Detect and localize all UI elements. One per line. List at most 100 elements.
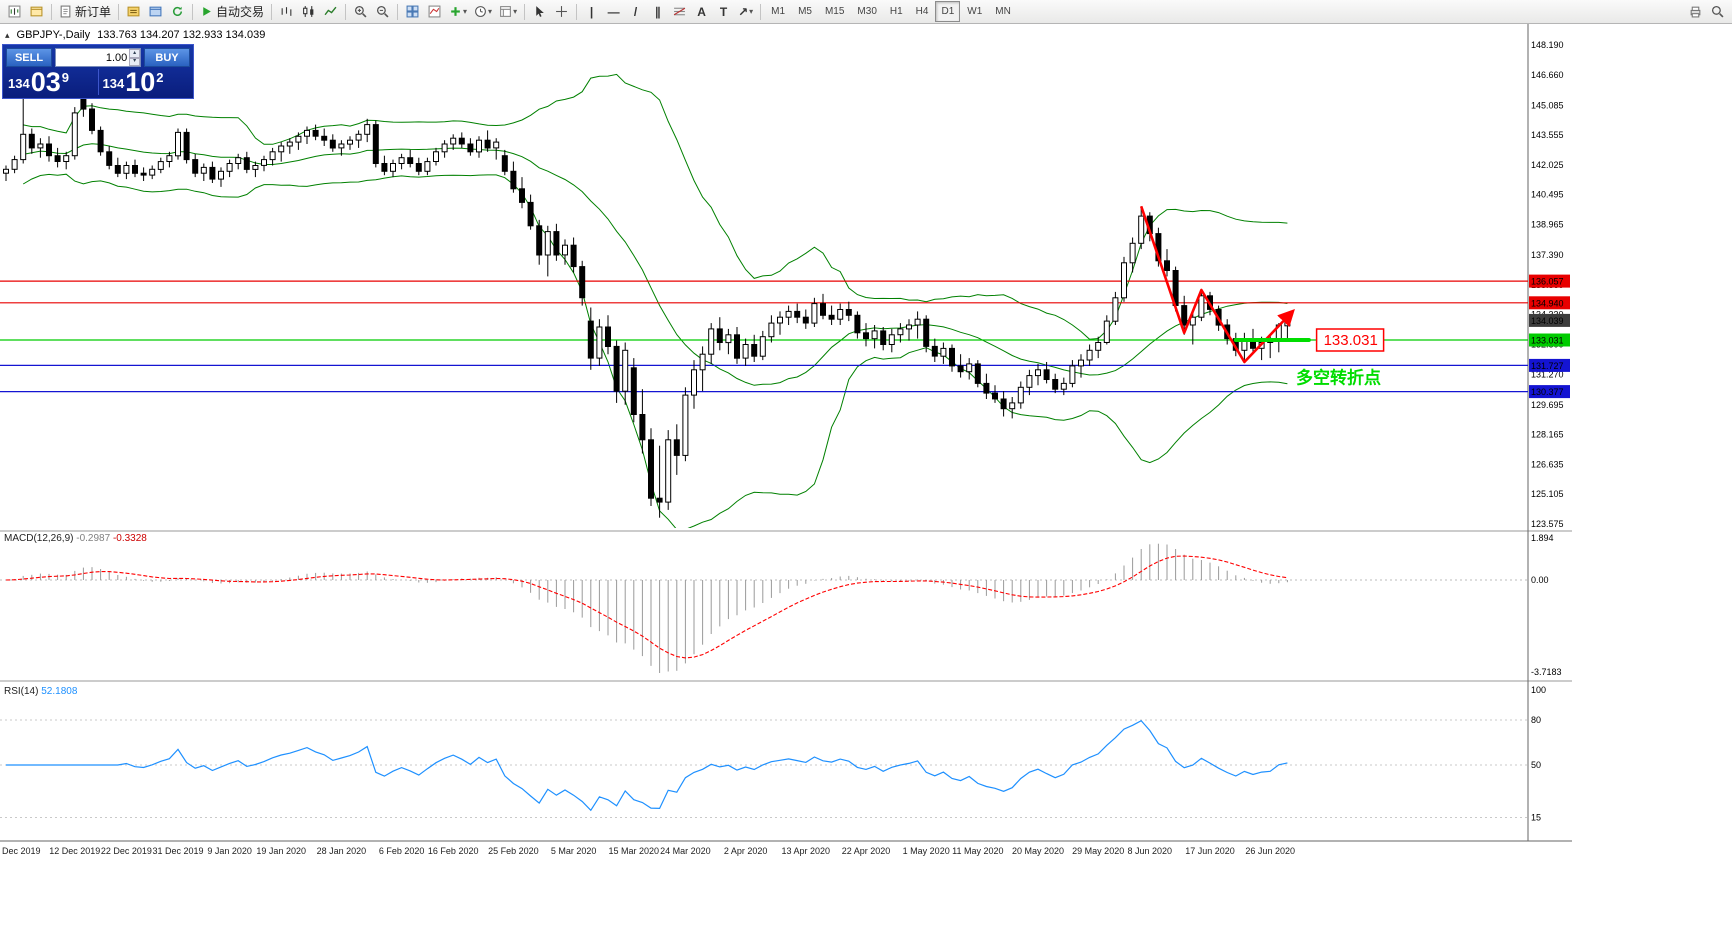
fibonacci-tool-button[interactable] [669,1,690,22]
timeframe-h1-button[interactable]: H1 [884,1,909,22]
svg-text:136.057: 136.057 [1531,277,1564,287]
data-window-button[interactable] [145,1,166,22]
date-tick-label: 22 Dec 2019 [101,846,152,856]
zoom-out-icon [376,5,389,18]
svg-text:-3.7183: -3.7183 [1531,667,1562,677]
market-watch-icon [127,5,140,18]
timeframe-mn-button[interactable]: MN [989,1,1017,22]
vertical-line-tool-button[interactable]: | [581,1,602,22]
bollinger-bands [22,73,1288,528]
timeframe-m1-button[interactable]: M1 [765,1,791,22]
period-presets-button[interactable]: ▾ [471,1,495,22]
date-tick-label: 19 Jan 2020 [256,846,306,856]
one-click-collapse-icon[interactable]: ▴ [5,29,10,40]
chart-title: ▴ GBPJPY-,Daily 133.763 134.207 132.933 … [5,29,265,41]
templates-button[interactable]: ▾ [496,1,520,22]
date-tick-label: 11 May 2020 [952,846,1003,856]
svg-text:134.940: 134.940 [1531,298,1564,308]
svg-text:131.727: 131.727 [1531,361,1564,371]
channel-tool-button[interactable]: ∥ [647,1,668,22]
search-button[interactable] [1707,1,1728,22]
zoom-out-button[interactable] [372,1,393,22]
svg-text:138.965: 138.965 [1531,220,1564,230]
market-watch-button[interactable] [123,1,144,22]
cursor-tool-button[interactable] [529,1,550,22]
svg-text:145.085: 145.085 [1531,100,1564,110]
buy-price-button[interactable]: 134 10 2 [101,67,191,97]
dropdown-arrow-icon: ▾ [749,7,754,16]
timeframe-h4-button[interactable]: H4 [910,1,935,22]
toolbar-separator [524,3,526,20]
new-order-button[interactable]: 新订单 [56,1,114,22]
date-tick-label: 25 Feb 2020 [488,846,539,856]
volume-down-button[interactable]: ▾ [129,57,140,66]
chart-canvas[interactable]: 148.190 146.660 145.085 143.555 142.025 140.4… [0,24,1732,949]
chart-symbol-period: GBPJPY-,Daily [16,29,91,41]
navigator-button[interactable] [167,1,188,22]
date-tick-label: 12 Dec 2019 [49,846,100,856]
timeframe-m15-button[interactable]: M15 [819,1,850,22]
indicator-list-button[interactable] [424,1,445,22]
svg-text:126.635: 126.635 [1531,460,1564,470]
axis-price-badge [1529,313,1570,327]
volume-up-button[interactable]: ▴ [129,49,140,58]
candle-chart-mode-button[interactable] [298,1,319,22]
tile-windows-button[interactable] [402,1,423,22]
svg-text:15: 15 [1531,813,1541,823]
add-indicator-button[interactable]: ▾ [446,1,470,22]
arrow-tools-button[interactable]: ↗ ▾ [735,1,756,22]
timeframe-d1-button[interactable]: D1 [935,1,961,22]
trend-zigzag-line[interactable] [1139,205,1295,364]
date-tick-label: 26 Jun 2020 [1245,846,1295,856]
candle-chart-mode-icon [302,5,315,18]
buy-button[interactable]: BUY [144,48,190,67]
auto-trading-icon [200,5,213,18]
period-presets-icon [474,5,487,18]
chart-profiles-button[interactable] [26,1,47,22]
print-icon [1689,5,1702,18]
svg-text:128.165: 128.165 [1531,430,1564,440]
date-tick-label: 15 Mar 2020 [609,846,660,856]
date-tick-label: 2 Apr 2020 [724,846,768,856]
print-button[interactable] [1685,1,1706,22]
date-tick-label: 29 May 2020 [1072,846,1124,856]
svg-text:137.390: 137.390 [1531,250,1564,260]
horizontal-line-tool-button[interactable]: — [603,1,624,22]
auto-trading-button[interactable]: 自动交易 [197,1,267,22]
volume-input[interactable] [56,49,130,66]
bar-chart-mode-button[interactable] [276,1,297,22]
price-label-box[interactable] [1315,328,1385,352]
svg-text:140.495: 140.495 [1531,190,1564,200]
navigator-icon [171,5,184,18]
price-label-text: 133.031 [1324,332,1378,349]
trade-panel-divider [97,69,99,95]
vertical-line-tool-icon: | [589,4,594,19]
line-chart-mode-button[interactable] [320,1,341,22]
text-tool-button[interactable]: A [691,1,712,22]
macd-histogram [14,543,1288,673]
toolbar: 新订单 自动交易 ▾ ▾ ▾ | — / ∥ A T ↗ ▾ M1 M5 M15 M30 H1 H4 D1 W1 MN [0,0,1732,24]
timeframe-w1-button[interactable]: W1 [961,1,988,22]
sell-button[interactable]: SELL [6,48,52,67]
timeframe-m30-button[interactable]: M30 [851,1,882,22]
date-tick-label: 8 Jun 2020 [1128,846,1173,856]
candles [3,50,1291,518]
trendline-tool-button[interactable]: / [625,1,646,22]
new-chart-button[interactable] [4,1,25,22]
svg-text:134.039: 134.039 [1531,316,1564,326]
chart-profiles-icon [30,5,43,18]
buy-price-pips: 10 [125,67,156,97]
crosshair-tool-button[interactable] [551,1,572,22]
label-tool-button[interactable]: T [713,1,734,22]
date-tick-label: 31 Dec 2019 [152,846,203,856]
buy-price-frac: 2 [156,70,164,85]
axis-price-badge [1529,385,1570,399]
sell-button-label: SELL [14,51,44,64]
zoom-in-button[interactable] [350,1,371,22]
svg-text:143.555: 143.555 [1531,130,1564,140]
sell-price-big: 134 [8,76,30,91]
sell-price-button[interactable]: 134 03 9 [6,69,96,96]
timeframe-m5-button[interactable]: M5 [792,1,818,22]
date-tick-label: 20 May 2020 [1012,846,1064,856]
svg-text:50: 50 [1531,760,1541,770]
